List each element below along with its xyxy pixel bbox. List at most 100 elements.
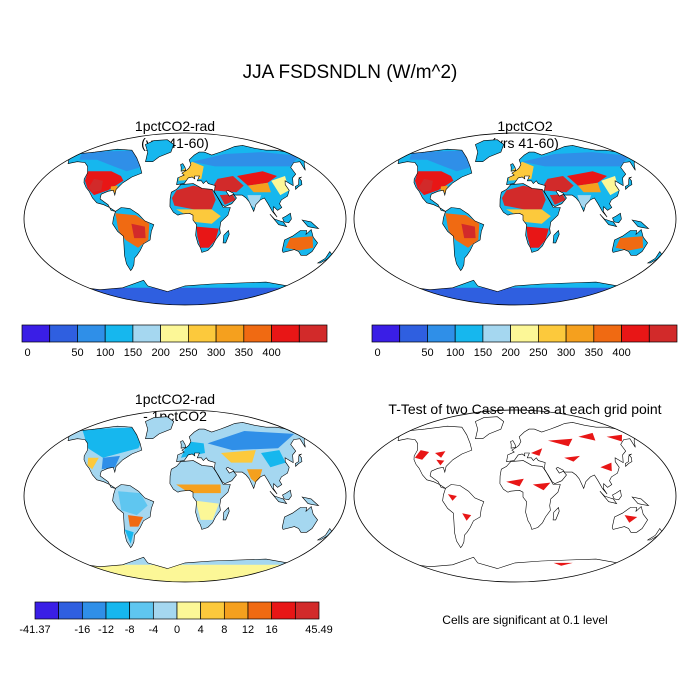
coastline-eurasia <box>176 145 307 218</box>
colorbar-label-4: -4 <box>148 624 158 636</box>
colorbar-swatch-7 <box>215 324 245 343</box>
field-region-15 <box>72 564 298 582</box>
coastline-uk <box>180 440 187 449</box>
colorbar-panel-3: -41.37 -16 -12 -8 -4 0 4 8 12 16 45.49 <box>19 601 333 636</box>
colorbar-swatch-1 <box>58 601 83 620</box>
field-region-17 <box>577 195 592 210</box>
coastline-madagascar <box>222 229 230 244</box>
field-region-17 <box>247 195 262 210</box>
colorbar-swatch-11 <box>294 601 320 620</box>
field-region-12 <box>261 450 286 468</box>
field-region-4 <box>115 213 150 248</box>
field-region-2 <box>87 457 99 470</box>
field-region-7 <box>171 185 216 210</box>
colorbar-swatch-4 <box>132 324 161 343</box>
significant-cells-11 <box>564 455 580 462</box>
significant-cells-0 <box>414 450 430 460</box>
coastline-uk <box>510 163 517 172</box>
colorbar-label-8: 400 <box>262 347 280 359</box>
coastline-australia <box>281 505 318 533</box>
colorbar-label-3: -8 <box>125 624 135 636</box>
colorbar-label-3: 150 <box>124 347 142 359</box>
map-border <box>23 132 347 306</box>
colorbar-swatch-6 <box>176 601 202 620</box>
colorbar-swatch-2 <box>81 601 107 620</box>
coastline-samerica <box>112 207 155 272</box>
coastline-borneo <box>612 489 622 501</box>
colorbar-label-4: 200 <box>501 347 519 359</box>
colorbar-label-0: 0 <box>24 347 30 359</box>
figure-title: JJA FSDSNDLN (W/m^2) <box>242 62 458 83</box>
significant-cells-12 <box>600 462 612 472</box>
coastline-namerica <box>67 425 143 489</box>
panel2-title: 1pctCO2 (yrs 41-60) <box>491 118 559 151</box>
colorbar-label-10: 45.49 <box>305 624 333 636</box>
field-region-18 <box>615 236 644 251</box>
field-region-4 <box>445 213 480 248</box>
significant-cells-3 <box>447 494 457 501</box>
colorbar-swatch-8 <box>223 601 249 620</box>
colorbar-swatch-8 <box>593 324 622 343</box>
colorbar-swatch-7 <box>565 324 595 343</box>
field-region-6 <box>171 472 216 485</box>
colorbar-swatch-0 <box>34 601 60 620</box>
significance-note: Cells are significant at 0.1 level <box>442 613 608 627</box>
coastline-japan <box>624 176 633 191</box>
significant-cells-5 <box>506 478 524 487</box>
colorbar-swatch-9 <box>621 324 650 343</box>
field-region-12 <box>210 176 244 193</box>
field-region-5 <box>461 223 476 239</box>
map-border <box>23 409 347 583</box>
colorbar-swatch-1 <box>49 324 78 343</box>
field-region-9 <box>526 226 549 248</box>
colorbar-label-5: 0 <box>174 624 180 636</box>
significant-cells-8 <box>547 438 573 447</box>
coastline-greenland <box>475 139 505 162</box>
colorbar-label-8: 400 <box>612 347 630 359</box>
coastline-madagascar <box>552 229 560 244</box>
colorbar-swatch-1 <box>399 324 428 343</box>
coastline-africa <box>169 460 231 530</box>
coastline-uk <box>510 440 517 449</box>
coastline-indonesia <box>599 213 618 228</box>
land-base-fill <box>68 416 333 582</box>
field-region-16 <box>601 176 620 196</box>
field-region-4 <box>128 515 144 527</box>
coastline-japan <box>624 453 633 468</box>
coastline-samerica <box>112 484 155 549</box>
colorbar-swatch-5 <box>152 601 178 620</box>
field-region-3 <box>110 185 118 194</box>
land-base-fill <box>68 139 333 305</box>
colorbar-label-5: 250 <box>529 347 547 359</box>
significant-cells-9 <box>578 432 596 441</box>
field-region-8 <box>506 209 551 224</box>
coastline-japan <box>294 176 303 191</box>
field-region-18 <box>285 236 314 251</box>
coastline-madagascar <box>222 506 230 521</box>
colorbar-label-9: 16 <box>266 624 278 636</box>
field-region-2 <box>418 178 433 193</box>
colorbar-swatch-3 <box>104 324 134 343</box>
coastline-newguinea <box>631 219 650 230</box>
colorbar-label-1: 50 <box>71 347 83 359</box>
field-region-8 <box>176 209 221 224</box>
coastline-japan <box>294 453 303 468</box>
coastline-namerica <box>397 148 473 212</box>
coastline-samerica <box>442 207 485 272</box>
field-region-13 <box>549 194 566 205</box>
field-region-0 <box>82 427 148 458</box>
map-panel-ttest <box>353 409 677 583</box>
field-region-19 <box>402 287 628 305</box>
colorbar-label-7: 350 <box>585 347 603 359</box>
coastline-uk <box>180 163 187 172</box>
coastline-greenland <box>145 139 175 162</box>
colorbar-swatch-9 <box>271 324 300 343</box>
coastline-eurasia <box>506 145 637 218</box>
field-region-5 <box>131 223 146 239</box>
colorbar-label-3: 150 <box>474 347 492 359</box>
colorbar-swatch-8 <box>243 324 272 343</box>
coastline-indonesia <box>269 213 288 228</box>
colorbar-swatch-10 <box>648 324 678 343</box>
significant-cells-1 <box>435 451 446 458</box>
coastline-australia <box>281 228 318 256</box>
